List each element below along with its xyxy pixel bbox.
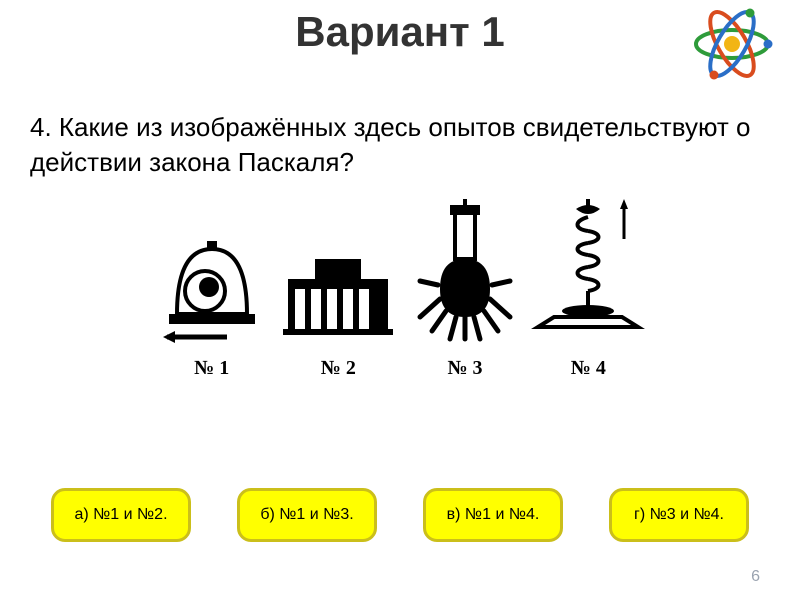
answer-option-a[interactable]: а) №1 и №2. [51,488,191,542]
answer-option-g[interactable]: г) №3 и №4. [609,488,749,542]
experiments-figure: № 1 № 2 [150,220,650,420]
atom-icon [682,4,782,84]
answer-option-b[interactable]: б) №1 и №3. [237,488,377,542]
answer-option-v[interactable]: в) №1 и №4. [423,488,563,542]
page-title: Вариант 1 [0,8,800,56]
answer-label: в) №1 и №4. [447,506,540,524]
answer-label: б) №1 и №3. [260,506,353,524]
answer-label: г) №3 и №4. [634,506,724,524]
spring-plate-icon [528,199,648,349]
experiment-3: № 3 [403,199,526,380]
pascal-ball-icon [410,199,520,349]
weight-box-icon [273,229,403,349]
answers-row: а) №1 и №2. б) №1 и №3. в) №1 и №4. г) №… [0,488,800,542]
experiment-label: № 3 [447,357,482,380]
experiment-2: № 2 [273,229,403,380]
experiment-label: № 4 [571,357,606,380]
page-number: 6 [751,568,760,586]
title-text: Вариант 1 [295,8,505,55]
experiment-label: № 1 [194,357,229,380]
bell-jar-balloon-icon [157,219,267,349]
answer-label: а) №1 и №2. [74,506,167,524]
slide: Вариант 1 4. Какие из изображённых здесь… [0,0,800,600]
experiment-label: № 2 [321,357,356,380]
experiment-4: № 4 [527,199,650,380]
experiment-1: № 1 [150,219,273,380]
question-text: 4. Какие из изображённых здесь опытов св… [30,110,770,180]
